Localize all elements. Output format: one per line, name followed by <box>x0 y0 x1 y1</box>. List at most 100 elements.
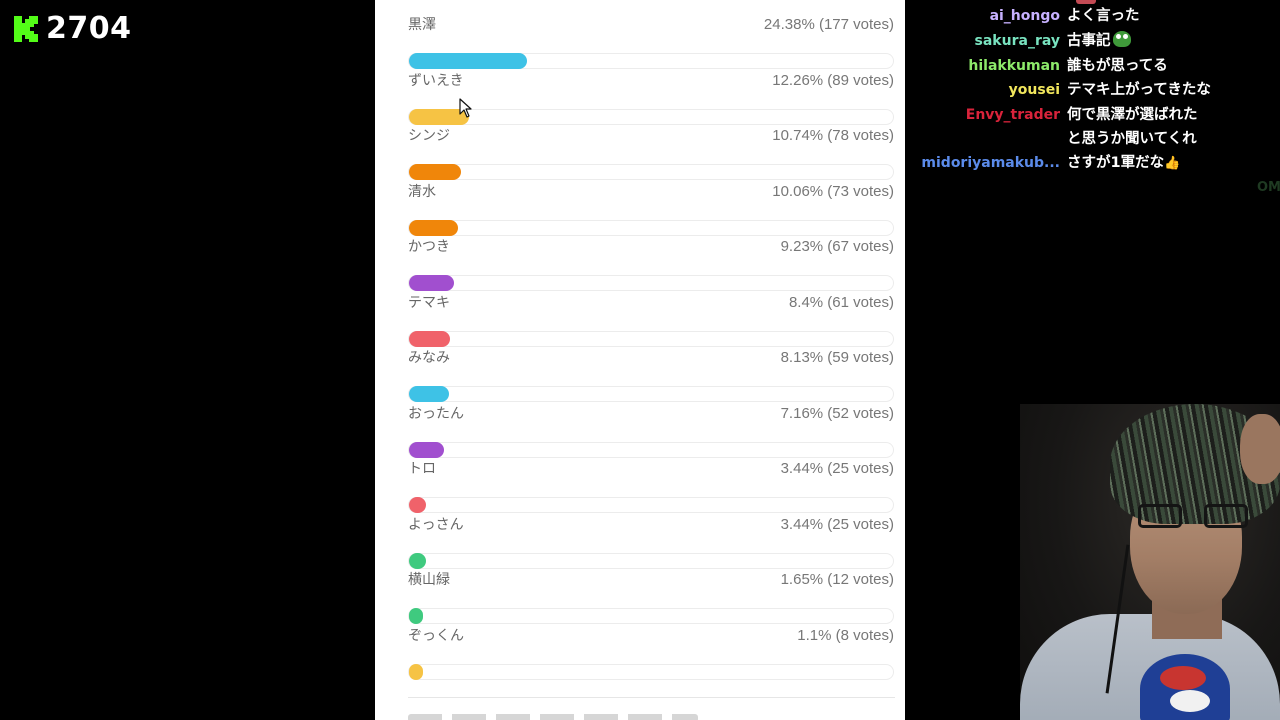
webcam-feed <box>1020 404 1280 720</box>
poll-option-header: おったん 7.16% (52 votes) <box>408 403 895 423</box>
poll-option-result: 10.74% (78 votes) <box>772 127 894 144</box>
webcam-hand <box>1240 414 1280 484</box>
poll-option: よっさん 3.44% (25 votes) <box>408 514 895 569</box>
poll-option-result: 10.06% (73 votes) <box>772 182 894 200</box>
poll-bar-track <box>408 275 894 291</box>
poll-option-label: おったん <box>408 405 464 422</box>
poll-option-result: 1.1% (8 votes) <box>797 626 894 644</box>
chat-username[interactable]: Envy_trader <box>965 107 1060 123</box>
chat-message-body: 古事記 <box>1067 29 1277 53</box>
chat-message-text: 何で黒澤が選ばれたと思うか聞いてくれ <box>1067 107 1198 147</box>
poll-bar-fill <box>409 219 458 236</box>
poll-bar-fill <box>409 608 423 624</box>
poll-option-header: シンジ 10.74% (78 votes) <box>408 125 895 145</box>
poll-option: ぞっくん 1.1% (8 votes) <box>408 625 895 680</box>
poll-bar-track <box>408 663 894 680</box>
poll-option: みなみ 8.13% (59 votes) <box>408 347 895 402</box>
poll-bar-track <box>408 330 894 347</box>
poll-option-header: 清水 10.06% (73 votes) <box>408 181 895 201</box>
poll-bar-fill <box>409 497 426 513</box>
poll-option-result: 3.44% (25 votes) <box>780 515 894 533</box>
poll-option-header: 黒澤 24.38% (177 votes) <box>408 14 895 34</box>
chat-message: midoriyamakub... さすが1軍だな👍 <box>920 151 1277 176</box>
poll-option: テマキ 8.4% (61 votes) <box>408 292 895 347</box>
viewer-counter: 2704 <box>14 14 132 44</box>
poll-option-result: 8.4% (61 votes) <box>788 293 894 311</box>
poll-option-header: ずいえき 12.26% (89 votes) <box>408 70 895 90</box>
poll-bar-track <box>408 219 894 236</box>
poll-option-header: トロ 3.44% (25 votes) <box>408 458 895 478</box>
poll-option-header: よっさん 3.44% (25 votes) <box>408 514 895 534</box>
poll-option: シンジ 10.74% (78 votes) <box>408 125 895 180</box>
poll-bar-fill <box>409 53 527 69</box>
chat-message: ai_hongo よく言った <box>920 4 1277 28</box>
poll-option-label: トロ <box>408 461 436 477</box>
poll-option: ずいえき 12.26% (89 votes) <box>408 70 895 125</box>
poll-option-label: テマキ <box>408 294 450 311</box>
poll-option-label: 黒澤 <box>408 17 436 33</box>
chat-username[interactable]: sakura_ray <box>974 33 1060 49</box>
poll-divider <box>408 697 895 698</box>
poll-option-header: 横山緑 1.65% (12 votes) <box>408 569 895 589</box>
chat-message-body: テマキ上がってきたな <box>1067 78 1277 102</box>
webcam-shirt-print-red <box>1160 666 1206 690</box>
chat-message-text: 古事記 <box>1067 33 1111 49</box>
thumbs-up-icon: 👍 <box>1164 156 1181 171</box>
poll-option-label: 横山緑 <box>408 572 450 588</box>
poll-option: かつき 9.23% (67 votes) <box>408 236 895 291</box>
poll-bar-fill <box>409 386 449 402</box>
poll-bar-track <box>408 108 894 125</box>
poll-option-result: 12.26% (89 votes) <box>772 71 894 89</box>
kick-logo-icon <box>14 16 38 42</box>
poll-option-label: ぞっくん <box>408 627 464 644</box>
chat-message-text: 誰もが思ってる <box>1067 58 1168 74</box>
poll-option: おったん 7.16% (52 votes) <box>408 403 895 458</box>
chat-message: hilakkuman 誰もが思ってる <box>920 54 1277 78</box>
chat-username[interactable]: ai_hongo <box>989 8 1060 24</box>
poll-bar-track <box>408 552 894 569</box>
chat-emote-icon <box>1076 0 1096 4</box>
poll-bar-track <box>408 497 894 513</box>
chat-message-body: よく言った <box>1067 4 1277 28</box>
poll-option-result: 7.16% (52 votes) <box>780 404 894 422</box>
poll-option-label: 清水 <box>408 183 436 200</box>
chat-message: Envy_trader 何で黒澤が選ばれたと思うか聞いてくれ <box>920 103 1207 151</box>
webcam-shirt-print-white <box>1170 690 1210 712</box>
poll-option: 横山緑 1.65% (12 votes) <box>408 569 895 624</box>
chat-username[interactable]: yousei <box>1008 82 1060 98</box>
poll-bar-fill <box>409 552 426 569</box>
chat-message-text: テマキ上がってきたな <box>1067 82 1211 98</box>
chat-message-text: よく言った <box>1067 8 1140 24</box>
poll-bar-track <box>408 386 894 402</box>
chat-username[interactable]: hilakkuman <box>968 58 1060 74</box>
poll-bar-track <box>408 164 894 180</box>
poll-option-header: かつき 9.23% (67 votes) <box>408 236 895 256</box>
poll-option-result: 1.65% (12 votes) <box>780 571 894 588</box>
poll-results-panel: 黒澤 24.38% (177 votes) ずいえき 12.26% (89 votes… <box>375 0 905 720</box>
chat-message: yousei テマキ上がってきたな <box>920 78 1277 102</box>
poll-option-label: みなみ <box>408 350 450 366</box>
poll-bar-fill <box>409 164 461 180</box>
chat-message-body: 誰もが思ってる <box>1067 54 1277 78</box>
viewer-count: 2704 <box>46 11 132 46</box>
poll-bar-track <box>408 441 894 458</box>
poll-option-header: みなみ 8.13% (59 votes) <box>408 347 895 367</box>
poll-bar-fill <box>409 663 423 680</box>
poll-bar-fill <box>409 108 469 125</box>
poll-option-result: 9.23% (67 votes) <box>780 238 894 255</box>
poll-option-label: ずいえき <box>408 72 464 89</box>
poll-bar-track <box>408 53 894 69</box>
poll-option: トロ 3.44% (25 votes) <box>408 458 895 513</box>
poll-footer-text <box>408 714 698 720</box>
poll-option-label: シンジ <box>408 128 450 144</box>
chat-message-body: 何で黒澤が選ばれたと思うか聞いてくれ <box>1067 103 1207 151</box>
mouse-cursor-icon <box>459 98 473 118</box>
chat-message: sakura_ray 古事記 <box>920 29 1277 53</box>
poll-bar-fill <box>409 441 444 458</box>
poll-option-result: 3.44% (25 votes) <box>780 460 894 477</box>
poll-option: 黒澤 24.38% (177 votes) <box>408 14 895 69</box>
chat-username[interactable]: midoriyamakub... <box>921 155 1060 171</box>
chat-message-body: さすが1軍だな👍 <box>1067 151 1277 176</box>
poll-bar-fill <box>409 330 450 347</box>
